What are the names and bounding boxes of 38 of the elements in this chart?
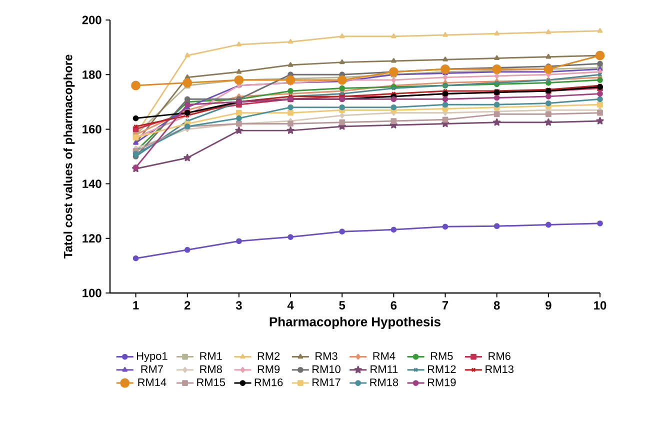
legend-label: RM7 — [141, 365, 163, 373]
y-axis-title: Tatol cost values of pharmacophore — [64, 54, 75, 259]
x-tick-label: 8 — [494, 301, 500, 310]
x-tick-label: 9 — [546, 301, 552, 310]
y-tick-label: 120 — [82, 234, 102, 243]
legend-label: RM18 — [370, 378, 398, 386]
legend-label: RM1 — [200, 352, 222, 360]
x-tick-label: 6 — [390, 301, 397, 310]
legend-label: RM13 — [486, 365, 514, 374]
x-tick-label: 10 — [594, 301, 606, 310]
legend-label: RM10 — [312, 365, 340, 374]
x-axis-title: Pharmacophore Hypothesis — [270, 316, 440, 329]
y-tick-label: 180 — [82, 70, 102, 79]
x-tick-label: 5 — [339, 301, 346, 310]
x-tick-label: 7 — [442, 301, 448, 310]
legend-label: RM14 — [138, 378, 166, 386]
legend-label: RM9 — [258, 365, 280, 374]
legend-label: RM12 — [428, 365, 456, 373]
legend-label: RM3 — [316, 352, 338, 360]
x-tick-label: 1 — [133, 301, 139, 310]
legend-label: Hypo1 — [137, 352, 168, 362]
x-tick-label: 2 — [184, 301, 190, 310]
y-tick-label: 200 — [82, 16, 102, 24]
y-tick-label: 100 — [82, 288, 102, 298]
x-tick-label: 3 — [236, 301, 242, 310]
legend-label: RM6 — [488, 352, 510, 360]
legend-label: RM15 — [197, 378, 226, 386]
x-tick-label: 4 — [287, 301, 294, 310]
y-tick-label: 140 — [82, 180, 102, 188]
legend-label: RM19 — [428, 378, 456, 386]
legend-label: RM16 — [254, 378, 283, 386]
legend-label: RM5 — [431, 352, 453, 360]
legend-label: RM11 — [370, 365, 398, 373]
y-tick-label: 160 — [82, 124, 102, 134]
legend-label: RM8 — [200, 365, 222, 374]
legend-label: RM17 — [312, 378, 340, 386]
legend-label: RM2 — [258, 352, 280, 360]
legend-label: RM4 — [373, 352, 396, 360]
